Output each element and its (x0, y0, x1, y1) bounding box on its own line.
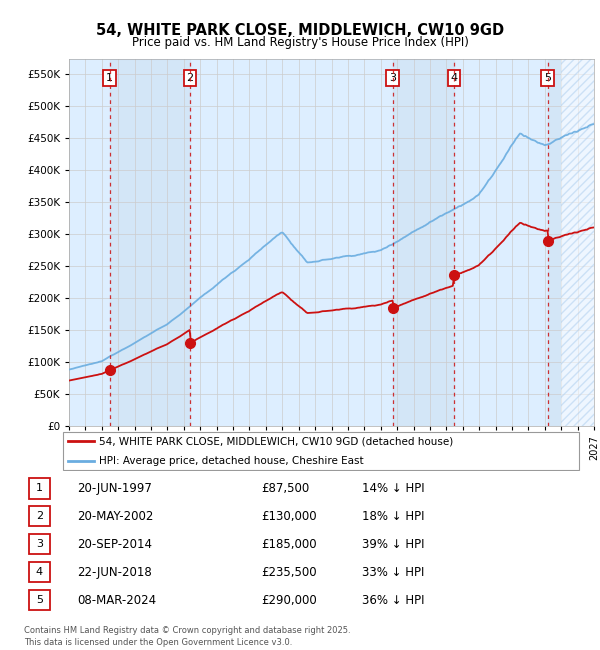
Text: Price paid vs. HM Land Registry's House Price Index (HPI): Price paid vs. HM Land Registry's House … (131, 36, 469, 49)
Bar (392, 58, 454, 426)
Bar (110, 58, 190, 426)
FancyBboxPatch shape (62, 432, 580, 471)
Text: £235,500: £235,500 (261, 566, 317, 579)
Text: 1: 1 (106, 73, 113, 83)
Text: 4: 4 (451, 73, 458, 83)
Text: 1: 1 (36, 484, 43, 493)
Text: £130,000: £130,000 (261, 510, 317, 523)
Text: £87,500: £87,500 (261, 482, 309, 495)
Bar (561, 58, 594, 426)
Text: 20-MAY-2002: 20-MAY-2002 (77, 510, 154, 523)
Text: 54, WHITE PARK CLOSE, MIDDLEWICH, CW10 9GD: 54, WHITE PARK CLOSE, MIDDLEWICH, CW10 9… (96, 23, 504, 38)
Text: 3: 3 (36, 540, 43, 549)
Text: £290,000: £290,000 (261, 594, 317, 607)
Text: 5: 5 (544, 73, 551, 83)
Bar (548, 58, 561, 426)
Text: 54, WHITE PARK CLOSE, MIDDLEWICH, CW10 9GD (detached house): 54, WHITE PARK CLOSE, MIDDLEWICH, CW10 9… (99, 436, 454, 446)
FancyBboxPatch shape (29, 534, 50, 554)
Text: 39% ↓ HPI: 39% ↓ HPI (362, 538, 425, 551)
Text: HPI: Average price, detached house, Cheshire East: HPI: Average price, detached house, Ches… (99, 456, 364, 466)
Text: 2: 2 (35, 512, 43, 521)
Text: Contains HM Land Registry data © Crown copyright and database right 2025.
This d: Contains HM Land Registry data © Crown c… (24, 626, 350, 647)
Text: 5: 5 (36, 595, 43, 605)
Text: 2: 2 (187, 73, 194, 83)
Text: 20-JUN-1997: 20-JUN-1997 (77, 482, 152, 495)
FancyBboxPatch shape (29, 562, 50, 582)
Text: 4: 4 (35, 567, 43, 577)
FancyBboxPatch shape (29, 506, 50, 526)
Text: 36% ↓ HPI: 36% ↓ HPI (362, 594, 425, 607)
FancyBboxPatch shape (29, 590, 50, 610)
Text: 18% ↓ HPI: 18% ↓ HPI (362, 510, 425, 523)
Text: 08-MAR-2024: 08-MAR-2024 (77, 594, 157, 607)
Text: 33% ↓ HPI: 33% ↓ HPI (362, 566, 425, 579)
Text: 20-SEP-2014: 20-SEP-2014 (77, 538, 152, 551)
Text: 3: 3 (389, 73, 396, 83)
FancyBboxPatch shape (29, 478, 50, 499)
Text: 22-JUN-2018: 22-JUN-2018 (77, 566, 152, 579)
Text: 14% ↓ HPI: 14% ↓ HPI (362, 482, 425, 495)
Text: £185,000: £185,000 (261, 538, 317, 551)
